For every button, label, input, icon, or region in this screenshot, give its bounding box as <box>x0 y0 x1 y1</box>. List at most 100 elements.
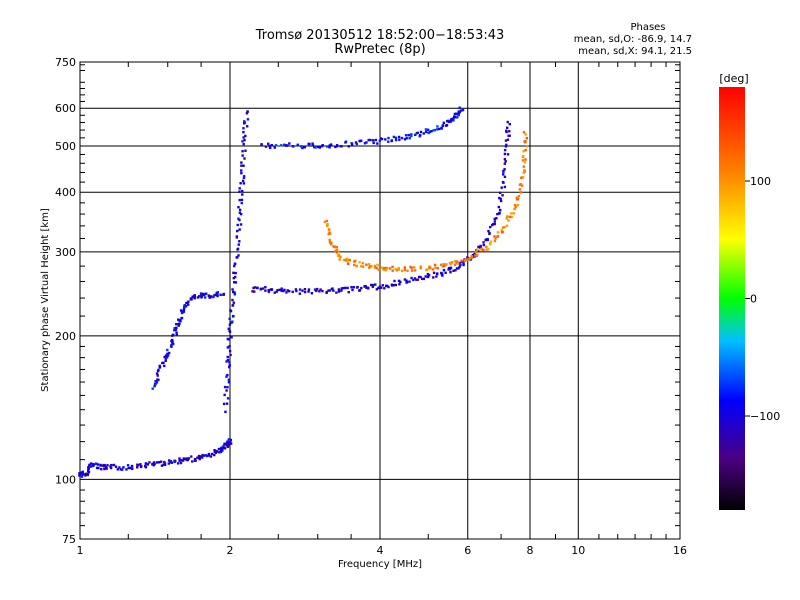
data-point <box>228 361 231 364</box>
data-point <box>403 268 407 272</box>
data-point <box>86 472 90 475</box>
data-point <box>497 205 501 209</box>
data-point <box>499 197 502 201</box>
data-point <box>187 300 190 303</box>
data-point <box>374 138 378 142</box>
data-point <box>522 171 525 175</box>
data-point <box>521 159 525 162</box>
data-point <box>505 224 509 227</box>
data-point <box>183 304 186 307</box>
data-point <box>215 450 219 453</box>
data-point <box>326 145 329 148</box>
data-point <box>340 145 343 148</box>
data-point <box>315 289 318 293</box>
data-point <box>178 459 181 462</box>
data-point <box>503 152 507 156</box>
data-point <box>449 119 453 122</box>
data-point <box>429 266 432 270</box>
data-point <box>291 290 294 294</box>
data-point <box>238 228 241 231</box>
data-point <box>323 220 327 224</box>
data-point <box>424 275 427 278</box>
data-point <box>447 268 450 271</box>
data-point <box>173 459 176 462</box>
data-point <box>228 344 231 348</box>
data-point <box>452 117 455 120</box>
data-point <box>268 144 271 148</box>
data-point <box>223 442 227 446</box>
data-point <box>193 294 196 297</box>
data-point <box>506 120 509 124</box>
data-point <box>500 186 503 189</box>
data-point <box>523 161 527 164</box>
data-point <box>151 387 154 390</box>
data-point <box>410 266 413 269</box>
data-point <box>125 468 128 471</box>
data-point <box>170 338 174 342</box>
data-point <box>239 212 243 216</box>
data-point <box>80 475 84 478</box>
data-point <box>397 267 400 270</box>
data-point <box>207 452 211 456</box>
data-point <box>172 342 175 346</box>
data-point <box>163 364 166 368</box>
data-point <box>412 278 415 282</box>
data-point <box>395 269 399 272</box>
data-point <box>261 287 265 290</box>
data-point <box>162 361 165 365</box>
data-point <box>392 135 396 139</box>
data-point <box>384 269 387 272</box>
data-point <box>520 176 523 180</box>
data-point <box>109 466 113 470</box>
data-point <box>196 456 199 459</box>
data-point <box>354 259 357 263</box>
data-point <box>316 145 320 149</box>
data-point <box>240 164 243 167</box>
data-point <box>367 263 371 266</box>
data-point <box>361 262 365 265</box>
data-point <box>524 158 527 161</box>
data-point <box>383 287 386 290</box>
data-point <box>510 212 513 215</box>
data-point <box>319 288 322 291</box>
data-point <box>379 137 382 140</box>
data-point <box>169 460 173 463</box>
y-tick-label: 500 <box>55 140 76 153</box>
data-point <box>489 240 493 243</box>
data-point <box>131 467 134 470</box>
data-point <box>222 402 226 406</box>
data-point <box>146 463 150 466</box>
data-point <box>503 162 507 165</box>
data-point <box>241 193 244 196</box>
data-point <box>166 354 170 357</box>
data-point <box>414 133 417 136</box>
data-point <box>376 142 379 145</box>
data-point <box>118 466 121 469</box>
data-point <box>229 438 233 442</box>
data-point <box>243 138 246 142</box>
data-point <box>183 457 186 461</box>
data-point <box>88 463 91 466</box>
data-point <box>212 294 216 297</box>
data-points <box>78 106 529 478</box>
data-point <box>410 276 413 280</box>
data-point <box>170 344 173 347</box>
data-point <box>513 203 517 207</box>
data-point <box>283 143 286 146</box>
data-point <box>500 228 503 232</box>
colorbar-tick-label: −100 <box>750 410 780 423</box>
chart-title: Tromsø 20130512 18:52:00−18:53:43 <box>255 28 505 43</box>
data-point <box>369 138 372 142</box>
data-point <box>275 290 278 293</box>
data-point <box>462 263 465 267</box>
data-point <box>449 270 452 274</box>
data-point <box>443 264 446 267</box>
data-point <box>450 261 454 264</box>
data-point <box>96 463 100 466</box>
data-point <box>391 265 394 269</box>
data-point <box>165 356 169 359</box>
data-point <box>426 275 430 279</box>
data-point <box>153 462 156 466</box>
data-point <box>458 265 461 269</box>
x-tick-label: 10 <box>571 544 585 557</box>
